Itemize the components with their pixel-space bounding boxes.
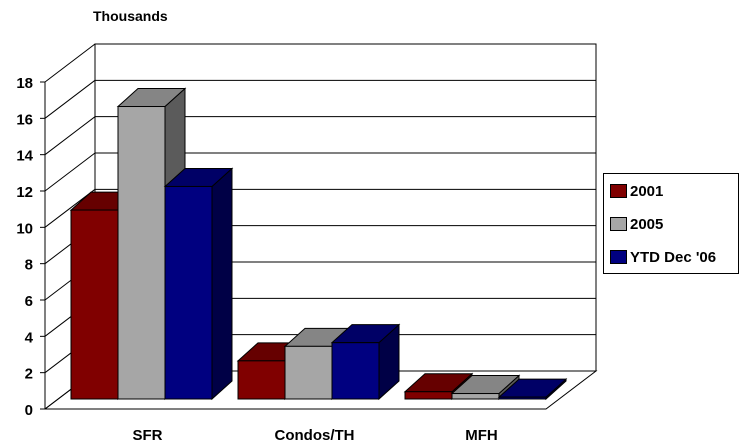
legend-label-ytd: YTD Dec '06 [630, 248, 717, 266]
bar-front [284, 345, 333, 400]
x-tick-label: SFR [133, 427, 163, 444]
bar-front [451, 393, 500, 400]
legend-item-2001: 2001 [610, 180, 663, 202]
legend-item-ytd: YTD Dec '06 [610, 246, 716, 268]
bar-front [164, 185, 213, 400]
y-tick-label: 2 [25, 366, 33, 383]
bar-side [211, 167, 233, 401]
x-tick-label: MFH [465, 427, 498, 444]
bar-front [498, 396, 547, 400]
bar-front [237, 360, 286, 400]
legend-label-2001: 2001 [630, 182, 664, 200]
y-tick-label: 18 [16, 75, 33, 92]
side-gridline [44, 152, 96, 192]
bar-front [331, 342, 380, 400]
legend-label-2005: 2005 [630, 215, 664, 233]
legend: 2001 2005 YTD Dec '06 [603, 173, 739, 274]
bar-sfr-2 [163, 167, 234, 401]
y-tick-label: 6 [25, 293, 33, 310]
side-gridline [44, 43, 96, 83]
y-tick-label: 4 [25, 329, 34, 346]
tick-labels: 0 2 4 6 8 10 12 14 16 18 SFR Condos/TH MFH [16, 75, 497, 444]
y-tick-label: 0 [25, 402, 33, 419]
bar-front [404, 391, 453, 400]
side-gridline [44, 116, 96, 156]
side-gridline [44, 79, 96, 119]
chart-title: Thousands [93, 8, 168, 24]
legend-item-2005: 2005 [610, 213, 663, 235]
y-tick-label: 16 [16, 111, 33, 128]
legend-swatch-2001 [610, 184, 627, 198]
y-tick-label: 8 [25, 257, 33, 274]
x-tick-label: Condos/TH [275, 427, 355, 444]
bars [69, 87, 568, 401]
bar-front [70, 209, 119, 400]
bar-mfh-2 [497, 378, 568, 401]
y-tick-label: 12 [16, 184, 33, 201]
y-tick-label: 10 [16, 220, 33, 237]
bar-front [117, 106, 166, 400]
legend-swatch-2005 [610, 217, 627, 231]
bar-condos-th-2 [330, 323, 401, 401]
legend-swatch-ytd [610, 250, 627, 264]
y-tick-label: 14 [16, 148, 33, 165]
